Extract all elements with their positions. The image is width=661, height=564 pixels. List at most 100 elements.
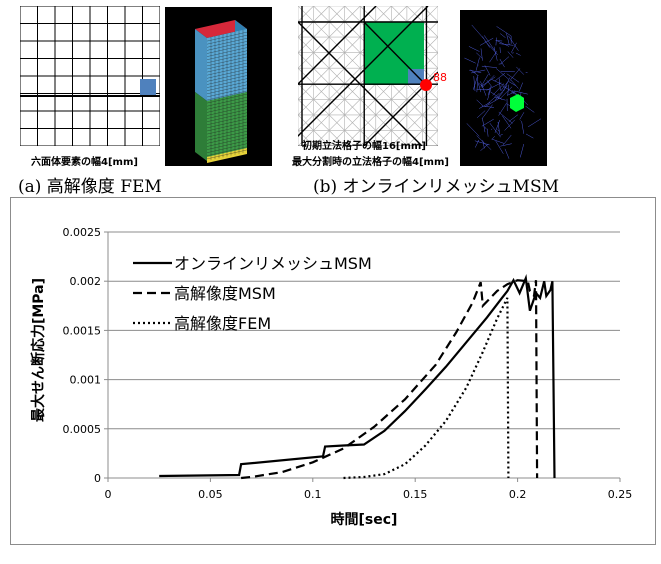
fem-mesh-line bbox=[206, 66, 248, 76]
msm-spring-line bbox=[507, 51, 514, 58]
msm-spring-line bbox=[476, 110, 486, 119]
y-tick-label: 0.0025 bbox=[63, 226, 102, 239]
fem-mesh-line bbox=[206, 128, 248, 138]
panel-b-mesh-diagram bbox=[298, 6, 438, 146]
msm-spring-line bbox=[475, 57, 480, 71]
msm-spring-line bbox=[508, 114, 519, 122]
msm-spring-line bbox=[490, 91, 503, 100]
x-axis-label: 時間[sec] bbox=[331, 511, 398, 528]
msm-spring-line bbox=[518, 82, 523, 92]
msm-spring-line bbox=[503, 77, 510, 92]
msm-spring-line bbox=[479, 37, 494, 46]
msm-spring-line bbox=[464, 57, 476, 64]
x-tick-label: 0.1 bbox=[304, 488, 322, 501]
fem-mesh-line bbox=[206, 143, 248, 153]
fem-mesh-line bbox=[206, 59, 248, 70]
fem-mesh-line bbox=[206, 146, 248, 156]
msm-spring-line bbox=[474, 140, 490, 146]
msm-spring-line bbox=[476, 135, 492, 151]
msm-spring-line bbox=[491, 136, 495, 140]
msm-spring-line bbox=[476, 52, 483, 59]
panel-b-mesh-label-2: 最大分割時の立法格子の幅4[mm] bbox=[292, 157, 449, 168]
coarse-mesh-line bbox=[298, 21, 423, 146]
msm-spring-line bbox=[484, 97, 500, 107]
x-tick-label: 0.25 bbox=[608, 488, 633, 501]
y-tick-label: 0.002 bbox=[70, 275, 102, 288]
fem-mesh-line bbox=[206, 87, 248, 98]
msm-spring-line bbox=[500, 82, 508, 91]
fem-mesh-line bbox=[206, 72, 248, 82]
msm-spring-line bbox=[521, 121, 525, 134]
fine-mesh-line bbox=[360, 67, 438, 146]
legend-label-2: 高解像度MSM bbox=[174, 284, 276, 303]
msm-spring-line bbox=[516, 66, 525, 75]
panel-b-mesh-label-1: 初期立法格子の幅16[mm] bbox=[302, 141, 426, 152]
coarse-mesh-line bbox=[298, 6, 377, 85]
fem-mesh-line bbox=[206, 93, 248, 104]
msm-spring-line bbox=[476, 77, 479, 93]
fem-mesh-line bbox=[206, 75, 248, 85]
fem-mesh-line bbox=[206, 97, 248, 107]
msm-spring-line bbox=[482, 118, 486, 133]
fem-mesh-line bbox=[206, 109, 248, 119]
fem-mesh-line bbox=[206, 90, 248, 101]
panel-a-mesh-label: 六面体要素の幅4[mm] bbox=[31, 157, 138, 168]
panel-a-caption: (a) 高解像度 FEM bbox=[18, 177, 162, 197]
msm-spring-line bbox=[519, 112, 525, 120]
fem-mesh-line bbox=[206, 100, 248, 110]
msm-spring-line bbox=[499, 43, 514, 46]
msm-spring-line bbox=[515, 52, 521, 56]
msm-spring-line bbox=[495, 140, 504, 154]
panel-a-fem-render bbox=[165, 7, 272, 166]
coarse-mesh-line bbox=[298, 6, 429, 137]
x-tick-label: 0 bbox=[105, 488, 112, 501]
msm-spring-line bbox=[511, 42, 517, 53]
msm-spring-line bbox=[481, 105, 495, 108]
msm-spring-line bbox=[484, 65, 491, 76]
fem-mesh-line bbox=[206, 149, 248, 160]
msm-spring-line bbox=[479, 102, 491, 109]
msm-spring-line bbox=[495, 37, 497, 46]
panel-a-highlight-cell bbox=[140, 79, 156, 96]
y-tick-label: 0.001 bbox=[70, 374, 102, 387]
msm-spring-line bbox=[472, 75, 479, 90]
msm-spring-line bbox=[499, 58, 505, 68]
fem-mesh-line bbox=[206, 81, 248, 91]
msm-spring-line bbox=[525, 133, 534, 139]
fine-mesh-line bbox=[391, 98, 438, 146]
series-line-1 bbox=[159, 273, 556, 479]
msm-spring-line bbox=[503, 134, 512, 146]
chart-frame bbox=[10, 197, 656, 545]
msm-spring-line bbox=[508, 80, 517, 86]
msm-spring-line bbox=[473, 76, 476, 92]
msm-spring-line bbox=[478, 83, 482, 93]
msm-spring-line bbox=[482, 36, 490, 48]
msm-spring-line bbox=[486, 93, 500, 105]
msm-spring-line bbox=[480, 74, 489, 88]
msm-spring-line bbox=[520, 143, 525, 158]
msm-spring-line bbox=[508, 35, 519, 51]
msm-spring-line bbox=[504, 148, 510, 159]
fine-mesh-line bbox=[406, 6, 438, 38]
msm-spring-line bbox=[498, 102, 507, 116]
msm-spring-line bbox=[488, 86, 491, 96]
fem-mesh-line bbox=[206, 44, 248, 54]
msm-spring-line bbox=[500, 134, 503, 136]
msm-spring-line bbox=[500, 33, 506, 38]
msm-spring-line bbox=[497, 129, 500, 132]
msm-spring-line bbox=[471, 69, 486, 74]
msm-spring-line bbox=[480, 143, 489, 151]
y-tick-label: 0 bbox=[94, 472, 101, 485]
msm-spring-line bbox=[510, 79, 519, 89]
fem-mesh-line bbox=[206, 56, 248, 67]
msm-spring-line bbox=[506, 73, 520, 83]
fem-mesh-line bbox=[206, 41, 248, 51]
msm-spring-line bbox=[496, 26, 512, 37]
msm-spring-line bbox=[520, 120, 522, 122]
msm-spring-line bbox=[507, 84, 510, 96]
fem-block-svg bbox=[195, 20, 248, 163]
msm-spring-line bbox=[471, 24, 485, 40]
msm-spring-line bbox=[494, 119, 501, 133]
fem-mesh-line bbox=[206, 115, 248, 125]
legend-label-1: オンラインリメッシュMSM bbox=[174, 254, 372, 273]
